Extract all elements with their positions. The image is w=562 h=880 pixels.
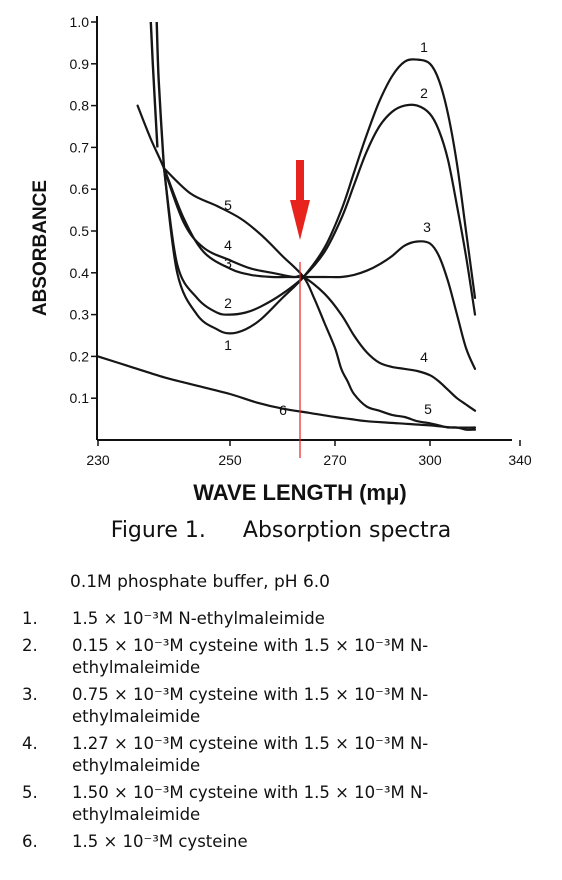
- tick-labels: 0.1 0.2 0.3 0.4 0.5 0.6 0.7 0.8 0.9 1.0 230 250 270 3…: [70, 14, 532, 468]
- legend-item-text: 1.5 × 10⁻³M cysteine: [72, 831, 248, 851]
- curve-label-1: 1: [224, 337, 232, 353]
- y-tick-label: 0.3: [70, 307, 90, 323]
- axes: [96, 16, 512, 441]
- curve-label-1: 1: [420, 39, 428, 55]
- arrow-shaft: [296, 160, 304, 202]
- y-tick-label: 0.9: [70, 56, 90, 72]
- curve-label-5: 5: [424, 401, 432, 417]
- curve-label-2: 2: [420, 85, 428, 101]
- curve-label-3: 3: [423, 219, 431, 235]
- curve-labels: 1 1 2 2 3 3 4 4 5 5 6: [224, 39, 432, 418]
- legend-item: 4. 1.27 × 10⁻³M cysteine with 1.5 × 10⁻³M…: [22, 733, 552, 778]
- x-tick-label: 270: [323, 452, 347, 468]
- legend-item-number: 4.: [22, 733, 38, 753]
- y-axis-title: ABSORBANCE: [30, 180, 51, 316]
- x-tick-label: 230: [86, 452, 110, 468]
- arrow-head: [290, 200, 310, 240]
- legend-item-number: 5.: [22, 782, 38, 802]
- legend-item-number: 2.: [22, 635, 38, 655]
- figure-title: Absorption spectra: [242, 518, 452, 543]
- curve-label-6: 6: [279, 402, 287, 418]
- legend-item: 2. 0.15 × 10⁻³M cysteine with 1.5 × 10⁻³M…: [22, 635, 552, 680]
- legend-item-text: 0.15 × 10⁻³M cysteine with 1.5 × 10⁻³M N…: [72, 635, 429, 678]
- series-line-6: [96, 355, 477, 429]
- legend-item-number: 1.: [22, 609, 38, 628]
- legend-item: 1. 1.5 × 10⁻³M N-ethylmaleimide: [22, 608, 552, 631]
- series-line-4: [162, 167, 477, 412]
- x-tick-label: 300: [418, 452, 442, 468]
- series-line-1: [162, 58, 477, 335]
- curve-label-4: 4: [420, 349, 428, 365]
- series-line-offscale-2: [149, 21, 159, 148]
- x-tick-label: 250: [218, 452, 242, 468]
- legend-item: 6. 1.5 × 10⁻³M cysteine: [22, 831, 552, 854]
- sample-legend: 1. 1.5 × 10⁻³M N-ethylmaleimide 2. 0.15 × 1…: [22, 608, 552, 857]
- figure-caption: Figure 1. Absorption spectra: [0, 518, 562, 543]
- curve-label-4: 4: [224, 237, 232, 253]
- y-tick-label: 0.8: [70, 98, 90, 114]
- series-line-5: [162, 167, 477, 431]
- y-tick-label: 0.2: [70, 348, 90, 364]
- series-line-3: [136, 104, 477, 370]
- legend-item-number: 3.: [22, 684, 38, 704]
- buffer-conditions: 0.1M phosphate buffer, pH 6.0: [70, 572, 330, 592]
- absorption-spectra-chart: 0.1 0.2 0.3 0.4 0.5 0.6 0.7 0.8 0.9 1.0 230 250 270 3…: [30, 14, 532, 505]
- legend-item: 3. 0.75 × 10⁻³M cysteine with 1.5 × 10⁻³M…: [22, 684, 552, 729]
- curve-label-2: 2: [224, 295, 232, 311]
- series-layer: [96, 21, 477, 431]
- legend-item-text: 0.75 × 10⁻³M cysteine with 1.5 × 10⁻³M N…: [72, 684, 429, 727]
- curve-label-3: 3: [224, 255, 232, 271]
- legend-item-text: 1.5 × 10⁻³M N-ethylmaleimide: [72, 609, 325, 628]
- legend-item-number: 6.: [22, 831, 38, 851]
- annotation-layer: [290, 160, 310, 458]
- y-tick-label: 0.6: [70, 181, 90, 197]
- figure-label: Figure 1.: [110, 518, 206, 543]
- curve-label-5: 5: [224, 197, 232, 213]
- y-tick-label: 0.7: [70, 139, 90, 155]
- y-tick-label: 1.0: [70, 14, 90, 30]
- y-tick-label: 0.5: [70, 223, 90, 239]
- series-line-2: [162, 103, 477, 316]
- y-tick-label: 0.1: [70, 390, 90, 406]
- legend-item-text: 1.50 × 10⁻³M cysteine with 1.5 × 10⁻³M N…: [72, 782, 429, 825]
- legend-item: 5. 1.50 × 10⁻³M cysteine with 1.5 × 10⁻³M…: [22, 782, 552, 827]
- series-line-offscale-1: [155, 21, 166, 169]
- x-axis-title: WAVE LENGTH (mμ): [193, 480, 407, 505]
- x-tick-label: 340: [508, 452, 532, 468]
- legend-item-text: 1.27 × 10⁻³M cysteine with 1.5 × 10⁻³M N…: [72, 733, 429, 776]
- y-tick-label: 0.4: [70, 265, 90, 281]
